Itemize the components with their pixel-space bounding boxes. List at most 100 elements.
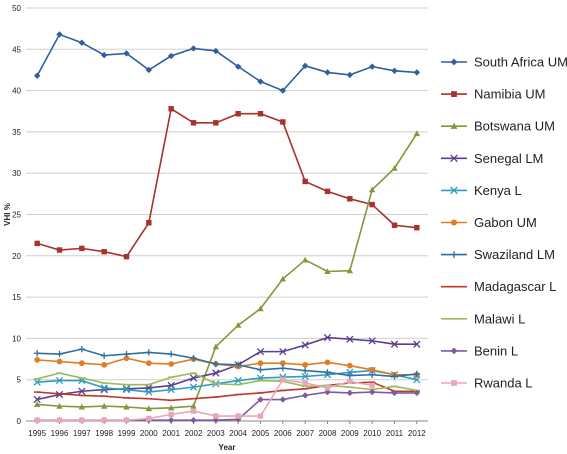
x-tick-label: 2002	[185, 429, 203, 438]
data-point	[146, 415, 152, 422]
y-tick-label: 20	[12, 252, 21, 261]
data-point	[324, 268, 331, 275]
data-point	[167, 52, 175, 60]
data-point	[391, 373, 398, 380]
x-tick-label: 1997	[73, 429, 91, 438]
data-point	[413, 376, 421, 384]
data-point	[78, 360, 85, 367]
data-point	[369, 201, 375, 208]
data-point	[189, 383, 198, 391]
x-tick-label: 2007	[296, 429, 314, 438]
data-point	[190, 120, 197, 126]
data-point	[257, 78, 264, 85]
legend-label: South Africa UM	[474, 55, 567, 70]
data-point	[101, 361, 108, 368]
data-point	[302, 361, 309, 368]
legend-swatch-marker	[451, 380, 457, 386]
x-tick-label: 2004	[229, 429, 247, 438]
data-point	[123, 355, 130, 362]
series-malawi-l	[33, 372, 421, 392]
data-point	[33, 72, 41, 79]
x-tick-label: 2000	[140, 429, 158, 438]
data-point	[280, 376, 286, 383]
data-point	[78, 39, 86, 46]
legend-swatch-marker	[450, 58, 458, 66]
data-point	[55, 390, 64, 399]
data-point	[34, 417, 40, 423]
data-point	[346, 389, 354, 397]
data-point	[101, 248, 107, 255]
y-tick-label: 40	[12, 87, 21, 96]
legend-item: Rwanda L	[441, 376, 533, 391]
data-point	[279, 275, 287, 282]
data-point	[234, 376, 242, 385]
data-point	[212, 360, 220, 368]
legend-swatch-marker	[451, 91, 457, 97]
x-tick-label: 2010	[363, 429, 381, 438]
data-point	[346, 362, 353, 369]
data-point	[213, 120, 219, 126]
data-point	[56, 358, 63, 365]
data-point	[167, 416, 175, 424]
legend-label: Namibia UM	[474, 87, 546, 102]
x-tick-label: 2003	[207, 429, 225, 438]
legend-item: South Africa UM	[441, 55, 567, 70]
data-point	[189, 374, 198, 382]
data-point	[413, 389, 421, 397]
data-point	[324, 188, 331, 195]
data-point	[145, 66, 153, 74]
data-point	[78, 387, 86, 395]
legend-label: Malawi L	[474, 311, 525, 326]
legend-swatch-marker	[450, 186, 458, 195]
series-line	[37, 381, 417, 402]
data-point	[301, 341, 309, 349]
legend-item: Madagascar L	[441, 279, 556, 294]
series-line	[36, 107, 417, 258]
legend-item: Benin L	[441, 343, 518, 358]
data-point	[391, 389, 398, 397]
y-tick-label: 10	[12, 334, 21, 343]
data-point	[33, 378, 41, 386]
data-point	[256, 347, 265, 356]
legend-label: Gabon UM	[474, 215, 537, 230]
gridlines	[26, 7, 428, 381]
data-point	[368, 186, 376, 193]
series-rwanda-l	[34, 376, 375, 423]
data-point	[100, 352, 108, 359]
y-axis-ticks: 0 5 10 15 20 25 30 35 40 45 50	[12, 4, 21, 426]
data-point	[391, 67, 398, 74]
data-point	[369, 366, 376, 373]
x-axis-title: Year	[219, 443, 236, 452]
legend-item: Senegal LM	[441, 151, 543, 166]
data-point	[78, 403, 86, 410]
y-tick-label: 50	[12, 4, 21, 13]
data-point	[257, 396, 264, 403]
data-point	[257, 413, 264, 419]
x-tick-label: 2005	[252, 429, 270, 438]
data-point	[190, 355, 197, 362]
data-point	[145, 349, 153, 356]
legend-item: Swaziland LM	[441, 247, 555, 262]
data-point	[212, 369, 220, 377]
legend-label: Senegal LM	[474, 151, 543, 166]
data-point	[414, 224, 420, 231]
series-swaziland-lm	[33, 345, 421, 380]
data-point	[257, 111, 264, 117]
data-point	[324, 359, 331, 366]
data-point	[190, 416, 197, 424]
data-point	[391, 222, 398, 228]
series-line	[36, 372, 417, 392]
data-point	[123, 403, 130, 410]
y-tick-label: 30	[12, 169, 21, 178]
data-point	[56, 402, 63, 409]
x-tick-label: 1998	[95, 429, 113, 438]
data-point	[33, 395, 41, 404]
data-point	[302, 178, 308, 185]
series-line	[37, 357, 417, 376]
data-point	[212, 47, 220, 55]
legend-label: Madagascar L	[474, 279, 556, 294]
data-point	[190, 408, 197, 414]
legend-swatch-marker	[450, 347, 458, 355]
data-point	[33, 401, 41, 408]
data-point	[369, 382, 375, 389]
